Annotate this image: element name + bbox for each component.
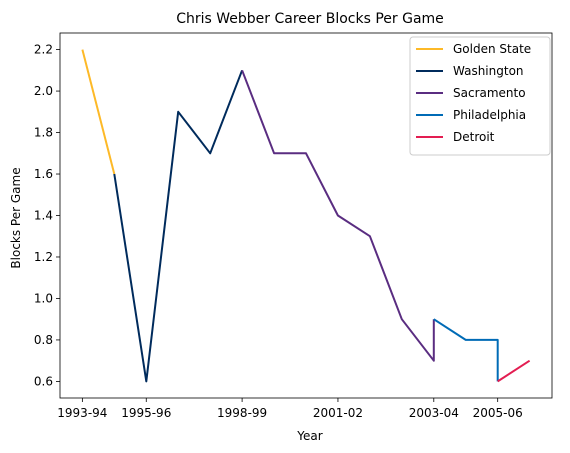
x-axis-label: Year bbox=[296, 429, 322, 443]
y-axis-label: Blocks Per Game bbox=[9, 167, 23, 268]
chart-title: Chris Webber Career Blocks Per Game bbox=[176, 11, 444, 27]
legend-label: Philadelphia bbox=[453, 108, 526, 122]
x-tick-label: 2001-02 bbox=[313, 406, 363, 420]
series-line-washington bbox=[113, 69, 244, 383]
x-tick-label: 1993-94 bbox=[57, 406, 107, 420]
series-line-sacramento bbox=[241, 69, 435, 362]
legend-label: Sacramento bbox=[453, 86, 526, 100]
plot-area bbox=[81, 49, 531, 383]
x-tick-label: 1998-99 bbox=[217, 406, 267, 420]
legend: Golden State Washington Sacramento Philadel… bbox=[409, 36, 551, 156]
legend-label: Washington bbox=[453, 64, 524, 78]
y-tick-label: 1.2 bbox=[34, 250, 53, 264]
y-tick-label: 0.8 bbox=[34, 333, 53, 347]
y-axis: 0.6 0.8 1.0 1.2 1.4 1.6 1.8 2.0 2.2 bbox=[34, 43, 60, 388]
x-tick-label: 1995-96 bbox=[121, 406, 171, 420]
series-line-detroit bbox=[497, 359, 531, 383]
y-tick-label: 1.8 bbox=[34, 126, 53, 140]
legend-label: Golden State bbox=[453, 42, 531, 56]
legend-label: Detroit bbox=[453, 130, 495, 144]
y-tick-label: 1.0 bbox=[34, 291, 53, 305]
legend-box bbox=[409, 36, 551, 156]
y-tick-label: 2.0 bbox=[34, 84, 53, 98]
series-line-philadelphia bbox=[433, 318, 499, 382]
x-tick-label: 2005-06 bbox=[473, 406, 523, 420]
y-tick-label: 2.2 bbox=[34, 43, 53, 57]
x-axis: 1993-94 1995-96 1998-99 2001-02 2003-04 2005-… bbox=[57, 398, 523, 420]
plot-frame bbox=[59, 32, 553, 399]
y-tick-label: 1.4 bbox=[34, 209, 53, 223]
series-line-golden-state bbox=[81, 49, 116, 175]
y-tick-label: 0.6 bbox=[34, 374, 53, 388]
y-tick-label: 1.6 bbox=[34, 167, 53, 181]
x-tick-label: 2003-04 bbox=[409, 406, 459, 420]
